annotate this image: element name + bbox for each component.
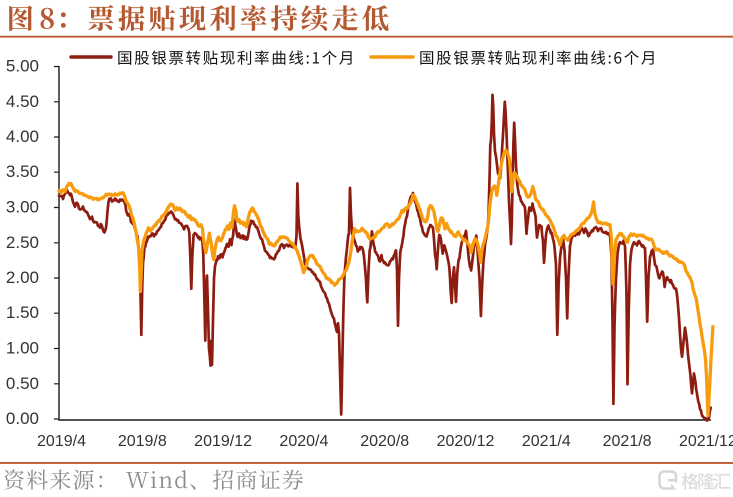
svg-text:2019/8: 2019/8 [118,433,167,450]
svg-text:2.00: 2.00 [6,268,39,287]
svg-text:2021/12: 2021/12 [679,433,733,450]
svg-text:2020/12: 2020/12 [437,433,495,450]
svg-text:0.50: 0.50 [6,374,39,393]
svg-text:2021/8: 2021/8 [603,433,652,450]
svg-text:4.50: 4.50 [6,92,39,111]
svg-text:2.50: 2.50 [6,233,39,252]
svg-text:1.00: 1.00 [6,339,39,358]
svg-text:3.00: 3.00 [6,198,39,217]
svg-text:2021/4: 2021/4 [522,433,571,450]
svg-text:3.50: 3.50 [6,162,39,181]
svg-text:2019/4: 2019/4 [37,433,86,450]
svg-text:5.00: 5.00 [6,57,39,76]
svg-text:1.50: 1.50 [6,303,39,322]
svg-text:2020/4: 2020/4 [279,433,328,450]
svg-text:0.00: 0.00 [6,409,39,428]
svg-text:2020/8: 2020/8 [360,433,409,450]
svg-text:4.00: 4.00 [6,127,39,146]
svg-text:2019/12: 2019/12 [194,433,252,450]
